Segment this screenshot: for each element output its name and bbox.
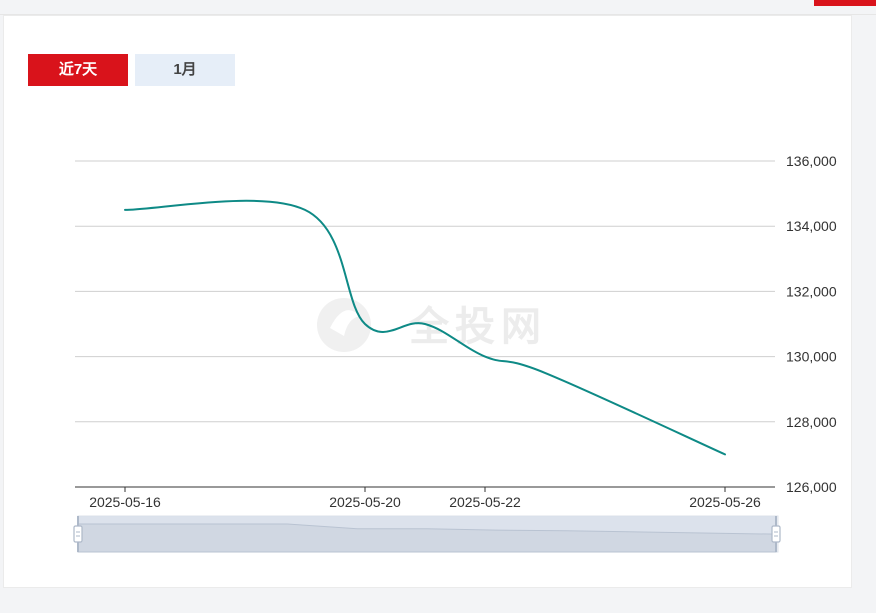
- y-tick-label: 134,000: [786, 218, 837, 234]
- y-tick-label: 130,000: [786, 349, 837, 365]
- x-tick-label: 2025-05-22: [449, 494, 521, 510]
- y-tick-label: 128,000: [786, 414, 837, 430]
- watermark-text: 全投网: [408, 304, 547, 350]
- y-tick-label: 126,000: [786, 479, 837, 495]
- top-bar-accent-button[interactable]: [814, 0, 876, 6]
- axes: 136,000 134,000 132,000 130,000 128,000 126,0…: [75, 153, 837, 510]
- tab-7-days[interactable]: 近7天: [28, 54, 128, 86]
- slider-left-handle[interactable]: [73, 525, 83, 543]
- slider-right-handle[interactable]: [771, 525, 781, 543]
- x-tick-label: 2025-05-26: [689, 494, 761, 510]
- watermark-logo-mark: [330, 310, 360, 336]
- series-line-layer: [124, 199, 726, 456]
- y-tick-label: 132,000: [786, 283, 837, 299]
- watermark: 全投网: [317, 298, 547, 352]
- series-line: [124, 199, 726, 456]
- x-tick-label: 2025-05-16: [89, 494, 161, 510]
- x-tick-label: 2025-05-20: [329, 494, 401, 510]
- chart-panel: [3, 15, 852, 588]
- top-bar: [0, 0, 876, 15]
- zoom-slider[interactable]: [73, 515, 781, 553]
- tab-1-month[interactable]: 1月: [135, 54, 235, 86]
- grid-lines: [75, 160, 775, 423]
- y-tick-label: 136,000: [786, 153, 837, 169]
